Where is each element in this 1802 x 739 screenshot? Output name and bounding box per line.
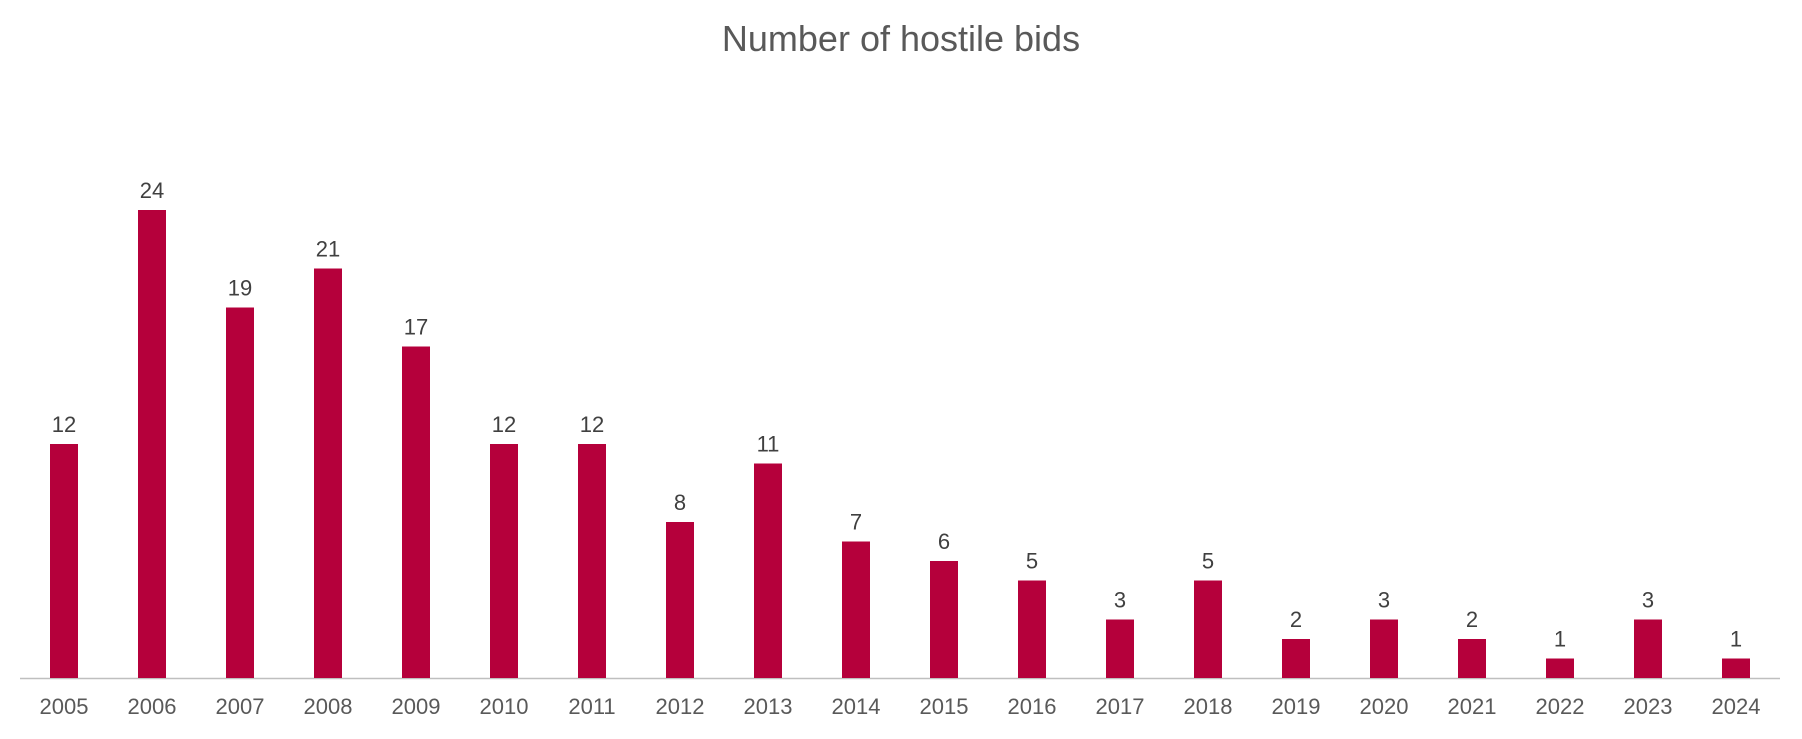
data-label-2005: 12: [52, 412, 76, 437]
x-tick-label-2015: 2015: [920, 694, 969, 719]
x-tick-label-2020: 2020: [1360, 694, 1409, 719]
data-label-2017: 3: [1114, 588, 1126, 613]
data-label-2020: 3: [1378, 588, 1390, 613]
x-tick-label-2017: 2017: [1096, 694, 1145, 719]
data-label-2013: 11: [757, 432, 780, 457]
chart-title: Number of hostile bids: [721, 18, 1081, 59]
data-label-2007: 19: [228, 276, 252, 301]
data-label-2019: 2: [1290, 607, 1302, 632]
bar-2024: [1722, 658, 1750, 678]
x-tick-label-2021: 2021: [1448, 694, 1497, 719]
x-tick-label-2023: 2023: [1624, 694, 1673, 719]
x-tick-label-2024: 2024: [1712, 694, 1761, 719]
bar-2005: [50, 444, 78, 678]
bar-2008: [314, 268, 342, 678]
x-tick-label-2013: 2013: [744, 694, 793, 719]
bar-2009: [402, 346, 430, 678]
x-tick-label-2008: 2008: [304, 694, 353, 719]
x-tick-label-2006: 2006: [128, 694, 177, 719]
bar-2007: [226, 307, 254, 678]
x-tick-label-2007: 2007: [216, 694, 265, 719]
data-label-2022: 1: [1554, 627, 1566, 652]
bar-2016: [1018, 580, 1046, 678]
data-label-2012: 8: [674, 490, 686, 515]
x-tick-label-2011: 2011: [568, 694, 615, 719]
bar-2023: [1634, 619, 1662, 678]
data-label-2011: 12: [580, 412, 604, 437]
bar-2021: [1458, 639, 1486, 678]
x-tick-label-2018: 2018: [1184, 694, 1233, 719]
x-tick-label-2019: 2019: [1272, 694, 1321, 719]
bar-2020: [1370, 619, 1398, 678]
bar-2012: [666, 522, 694, 678]
data-label-2014: 7: [850, 510, 862, 535]
bar-2019: [1282, 639, 1310, 678]
bar-2013: [754, 463, 782, 678]
data-label-2010: 12: [492, 412, 516, 437]
bar-2022: [1546, 658, 1574, 678]
x-tick-label-2012: 2012: [656, 694, 705, 719]
bar-2010: [490, 444, 518, 678]
bar-2014: [842, 541, 870, 678]
x-tick-label-2016: 2016: [1008, 694, 1057, 719]
x-tick-label-2022: 2022: [1536, 694, 1585, 719]
x-tick-labels-group: 2005 2006 2007 2008 2009 2010 2011 2012 2013 2014…: [40, 694, 1761, 719]
data-label-2021: 2: [1466, 607, 1478, 632]
data-label-2016: 5: [1026, 549, 1038, 574]
bar-2015: [930, 561, 958, 678]
bar-2018: [1194, 580, 1222, 678]
data-label-2008: 21: [316, 237, 340, 262]
bar-2006: [138, 210, 166, 678]
data-label-2023: 3: [1642, 588, 1654, 613]
data-label-2009: 17: [404, 315, 428, 340]
bar-2011: [578, 444, 606, 678]
x-tick-label-2010: 2010: [480, 694, 529, 719]
bars-group: [50, 210, 1750, 678]
x-tick-label-2005: 2005: [40, 694, 89, 719]
x-tick-label-2009: 2009: [392, 694, 441, 719]
data-label-2006: 24: [140, 178, 164, 203]
data-label-2015: 6: [938, 529, 950, 554]
data-label-2024: 1: [1730, 627, 1742, 652]
data-label-2018: 5: [1202, 549, 1214, 574]
bar-2017: [1106, 619, 1134, 678]
x-tick-label-2014: 2014: [832, 694, 881, 719]
